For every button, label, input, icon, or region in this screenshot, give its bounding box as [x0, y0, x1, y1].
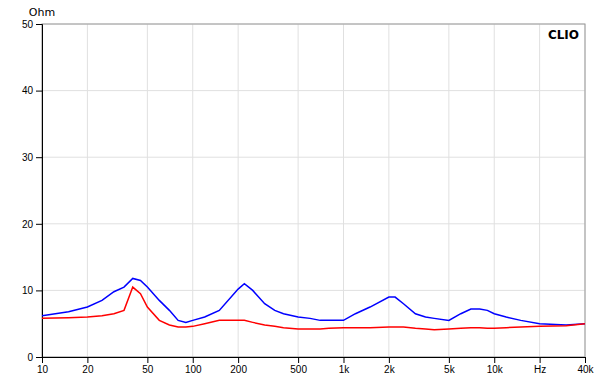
tick-label: 500 [290, 364, 307, 375]
tick: 0 [27, 352, 42, 363]
tick-mark [36, 157, 42, 158]
tick: 10 [37, 357, 49, 375]
tick: 20 [22, 219, 42, 230]
grid-line [42, 157, 585, 158]
grid-line [494, 24, 495, 357]
tick-label: Hz [534, 364, 546, 375]
tick: 5k [444, 357, 456, 375]
x-axis: 10 20 50 100 200 500 1k 2k 5k 10k Hz 40k [37, 357, 595, 375]
grid-line [42, 223, 585, 224]
tick-mark [36, 357, 42, 358]
title: CLIO [548, 28, 579, 42]
grid-line [238, 24, 239, 357]
grid-line [388, 24, 389, 357]
tick: 30 [22, 152, 42, 163]
tick-mark [193, 357, 194, 363]
tick-label: 2k [384, 364, 396, 375]
tick-mark [449, 357, 450, 363]
tick: 50 [22, 19, 42, 30]
grid-line [343, 24, 344, 357]
tick: 10 [22, 285, 42, 296]
tick-label: 100 [185, 364, 202, 375]
series-group [42, 278, 585, 329]
tick-label: 10 [37, 364, 49, 375]
grid-line [539, 24, 540, 357]
tick-mark [298, 357, 299, 363]
tick-label: 40 [22, 85, 34, 96]
tick-label: 0 [27, 352, 33, 363]
tick: 50 [142, 357, 154, 375]
axis-line [36, 25, 43, 358]
tick-mark [389, 357, 390, 363]
y-axis: 0 10 20 30 40 50 [22, 19, 43, 363]
grid [42, 24, 585, 357]
tick: 100 [185, 357, 202, 375]
tick: 200 [230, 357, 247, 375]
tick-mark [36, 290, 42, 291]
tick-label: 20 [82, 364, 94, 375]
tick-label: 50 [22, 19, 34, 30]
tick: Hz [534, 357, 546, 375]
grid-line [298, 24, 299, 357]
tick-mark [36, 91, 42, 92]
axis-line [43, 358, 586, 364]
tick: 1k [339, 357, 351, 375]
tick-label: 10k [487, 364, 504, 375]
tick: 20 [82, 357, 94, 375]
tick-label: 50 [142, 364, 154, 375]
tick: 40k [577, 357, 594, 375]
tick-label: 40k [577, 364, 594, 375]
tick-label: 5k [444, 364, 456, 375]
plot-frame [42, 24, 585, 357]
series-line [42, 278, 585, 325]
grid-line [192, 24, 193, 357]
tick: 2k [384, 357, 396, 375]
grid-line [42, 290, 585, 291]
tick-label: 30 [22, 152, 34, 163]
grid-line [448, 24, 449, 357]
tick-mark [36, 224, 42, 225]
series-line [42, 287, 585, 330]
tick-mark [585, 357, 586, 363]
tick: 10k [487, 357, 504, 375]
tick-mark [238, 357, 239, 363]
tick-mark [343, 357, 344, 363]
tick-label: 10 [22, 285, 34, 296]
grid-line [42, 90, 585, 91]
tick-mark [87, 357, 88, 363]
tick-mark [36, 24, 42, 25]
tick-mark [147, 357, 148, 363]
y-axis-label: Ohm [29, 6, 55, 19]
tick-label: 1k [339, 364, 351, 375]
tick: 40 [22, 85, 42, 96]
tick-label: 200 [230, 364, 247, 375]
chart: 10 20 50 100 200 500 1k 2k 5k 10k Hz 40k 0 10 20 30 40 50… [0, 0, 601, 387]
plot: 10 20 50 100 200 500 1k 2k 5k 10k Hz 40k 0 10 20 30 40 50… [22, 19, 595, 375]
tick-label: 20 [22, 219, 34, 230]
tick-mark [494, 357, 495, 363]
tick-mark [540, 357, 541, 363]
tick: 500 [290, 357, 307, 375]
